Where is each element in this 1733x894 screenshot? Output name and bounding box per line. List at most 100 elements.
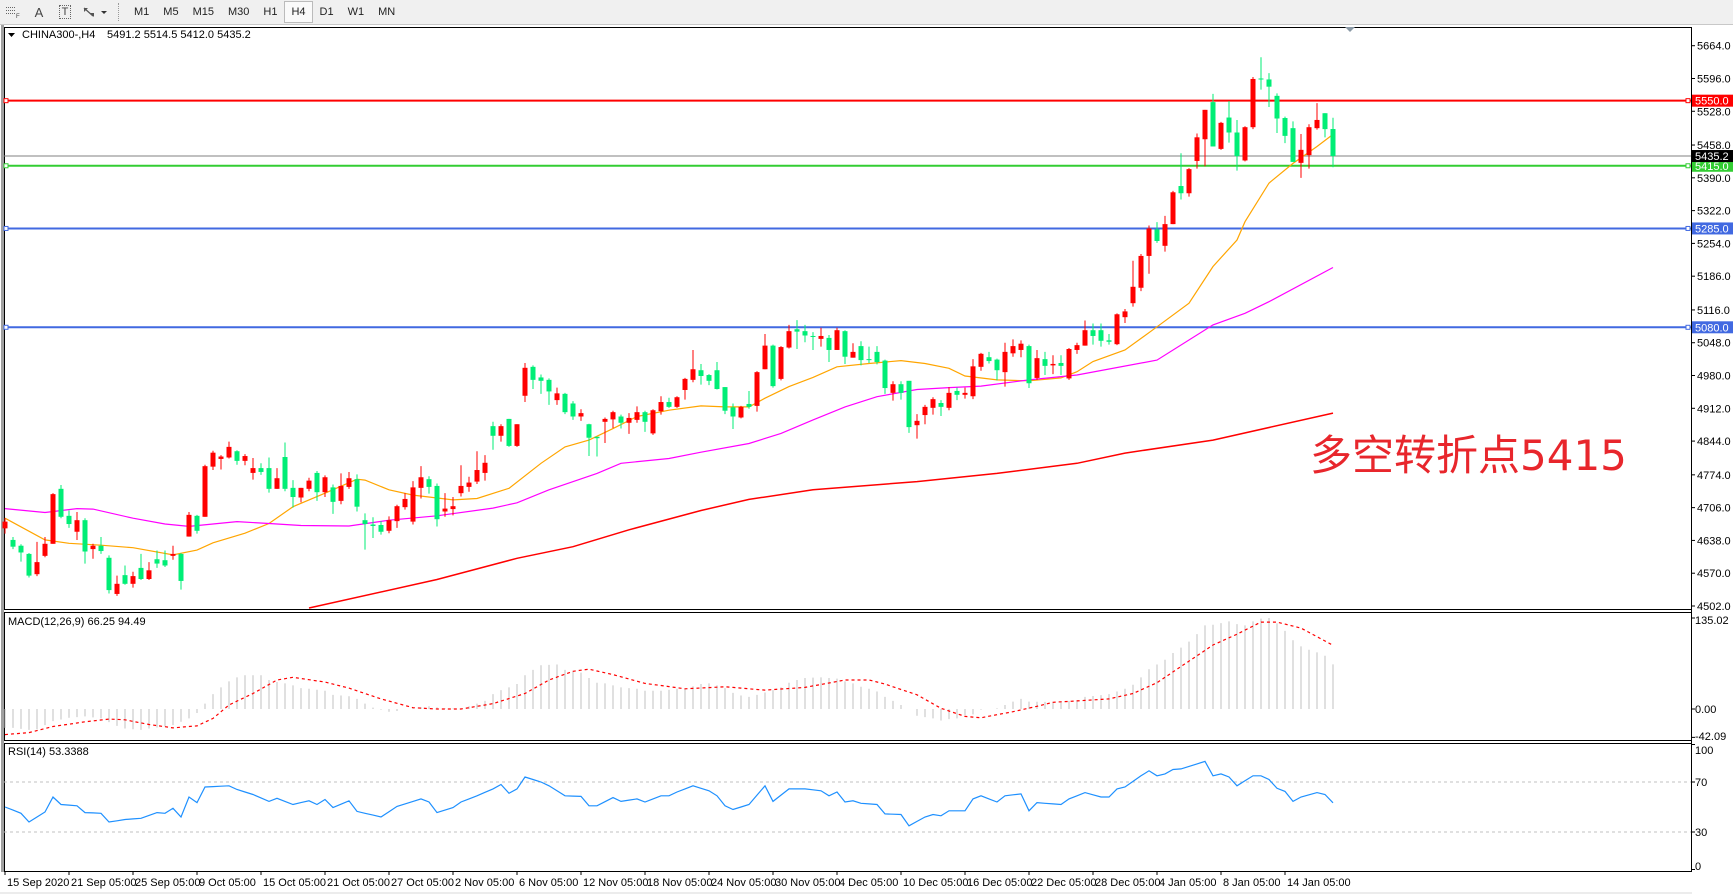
candle-body [1274,95,1280,119]
candle-body [674,397,680,407]
candle [986,351,992,364]
candle [394,504,400,528]
time-tick-label: 8 Jan 05:00 [1223,877,1281,889]
candle-body [794,329,800,332]
candle-body [74,520,80,532]
annotation-text[interactable]: 多空转折点5415 [1310,431,1627,480]
text-a-icon[interactable]: A [26,1,52,23]
candle [1002,342,1008,387]
time-tick-label: 14 Jan 05:00 [1287,877,1351,889]
chart-shift-marker-icon[interactable] [1345,27,1355,32]
candle [618,414,624,429]
candle-body [146,570,152,579]
candle [842,330,848,364]
candle-body [210,452,216,467]
candle [1258,57,1264,90]
candle [786,324,792,349]
candle-body [1202,109,1208,140]
main-price-pane[interactable] [2,57,1692,609]
candle-body [874,351,880,363]
candle [210,450,216,471]
candle [834,327,840,350]
candle [1250,77,1256,130]
pane-menu-triangle-icon[interactable] [8,33,15,37]
candle [282,442,288,492]
candle [426,476,432,494]
candle-body [330,487,336,502]
candle [882,359,888,394]
time-tick-label: 21 Sep 05:00 [71,877,136,889]
candle-body [970,366,976,397]
timeframe-h1[interactable]: H1 [263,6,278,18]
toolbar-separator [118,3,121,21]
timeframe-h4[interactable]: H4 [284,1,313,23]
candle-body [1146,228,1152,256]
price-tick-label: 5458.0 [1697,140,1731,152]
timeframe-m15[interactable]: M15 [192,6,214,18]
candle [874,346,880,365]
grid-f-icon[interactable]: F [0,1,26,23]
candle [802,324,808,343]
candle-body [2,521,8,529]
price-tick-label: 5186.0 [1697,271,1731,283]
time-tick-label: 22 Dec 05:00 [1031,877,1096,889]
candle-body [1074,345,1080,350]
timeframe-w1[interactable]: W1 [347,6,365,18]
rsi-line [4,760,1334,827]
price-tick-label: 5254.0 [1697,238,1731,250]
candle [434,483,440,527]
candle [602,417,608,444]
level-anchor-left[interactable] [3,324,9,330]
candle-body [418,477,424,488]
candle [1162,215,1168,252]
candle-body [642,412,648,422]
candle-body [202,466,208,517]
candle [1042,351,1048,376]
level-anchor-left[interactable] [3,163,9,169]
dropdown-arrow-icon [101,11,107,14]
candle-body [562,393,568,413]
candle-body [274,478,280,489]
timeframe-m1[interactable]: M1 [134,6,150,18]
macd-tick-label: 135.02 [1695,615,1729,627]
time-tick-label: 15 Sep 2020 [7,877,69,889]
text-label-icon[interactable]: T [52,1,78,23]
level-anchor-left[interactable] [3,98,9,104]
timeframe-mn[interactable]: MN [378,6,396,18]
candle [1018,340,1024,358]
candle [170,545,176,560]
candle [202,464,208,517]
candle [794,320,800,349]
rsi-pane[interactable] [4,760,1691,833]
toolbar: F A T M1 M5 M15 M30 H1 H4 D1 W1 MN [0,0,1733,25]
timeframe-m5[interactable]: M5 [163,6,179,18]
timeframe-d1[interactable]: D1 [319,6,334,18]
candle-body [82,520,88,552]
level-anchor-right[interactable] [1685,225,1691,231]
candle [682,377,688,400]
macd-pane[interactable] [4,618,1334,736]
arrows-icon[interactable] [78,1,112,23]
candle [706,374,712,386]
price-tag-label: 5285.0 [1695,223,1729,235]
candle [162,550,168,567]
candle-body [1106,340,1112,342]
level-anchor-left[interactable] [3,225,9,231]
candle [218,455,224,470]
macd-tick-label: 0.00 [1695,704,1716,716]
rsi-tick-label: 0 [1695,861,1701,873]
candle [1234,119,1240,171]
candle [90,543,96,559]
candle-body [1002,351,1008,373]
candle-body [538,377,544,381]
level-anchor-right[interactable] [1685,324,1691,330]
candle-body [738,406,744,418]
level-anchor-right[interactable] [1685,98,1691,104]
timeframe-m30[interactable]: M30 [227,6,250,18]
candle-body [1250,78,1256,128]
candle-body [42,543,48,556]
level-anchor-right[interactable] [1685,163,1691,169]
candle [546,378,552,405]
candle-body [106,557,112,591]
